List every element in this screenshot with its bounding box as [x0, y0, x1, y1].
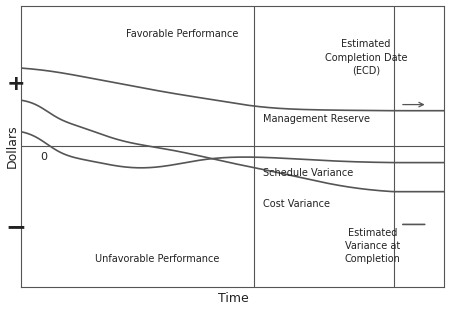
Text: Unfavorable Performance: Unfavorable Performance [94, 254, 219, 264]
Text: +: + [6, 74, 25, 94]
Text: Estimated
Completion Date
(ECD): Estimated Completion Date (ECD) [325, 39, 407, 76]
Text: 0: 0 [40, 152, 48, 162]
Text: Favorable Performance: Favorable Performance [126, 29, 238, 39]
Y-axis label: Dollars: Dollars [5, 124, 18, 168]
Text: Management Reserve: Management Reserve [263, 114, 370, 124]
Text: Estimated
Variance at
Completion: Estimated Variance at Completion [345, 228, 400, 264]
Text: −: − [5, 215, 26, 239]
Text: Schedule Variance: Schedule Variance [263, 168, 354, 178]
Text: Cost Variance: Cost Variance [263, 199, 330, 209]
X-axis label: Time: Time [217, 292, 248, 305]
